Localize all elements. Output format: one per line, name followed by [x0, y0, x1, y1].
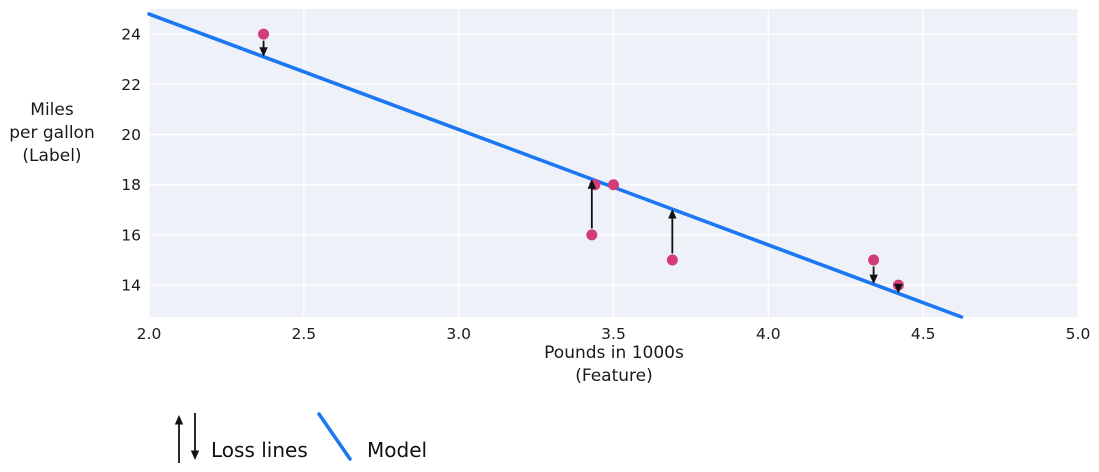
loss-arrow-head: [259, 47, 268, 57]
y-tick-label: 14: [121, 277, 141, 295]
y-axis-label-line: (Label): [22, 146, 82, 166]
x-tick-label: 3.0: [446, 325, 471, 343]
x-tick-label: 4.0: [756, 325, 781, 343]
x-tick-label: 3.5: [601, 325, 626, 343]
loss-arrow-head: [587, 179, 597, 189]
x-axis-label: Pounds in 1000s (Feature): [463, 342, 765, 388]
loss-arrow-head: [894, 283, 903, 294]
data-point: [258, 28, 270, 40]
data-point: [586, 229, 598, 241]
legend-model-label: Model: [367, 438, 428, 462]
y-axis-label: Miles per gallon (Label): [0, 99, 104, 168]
model-line: [147, 12, 964, 319]
x-tick-label: 2.5: [292, 325, 317, 343]
data-point: [608, 179, 619, 191]
y-tick-label: 18: [121, 176, 141, 194]
x-tick-label: 2.0: [137, 325, 162, 343]
y-axis-label-line: per gallon: [9, 123, 95, 143]
y-axis-label-line: Miles: [30, 100, 74, 120]
legend-loss-down-arrow-icon-head: [190, 450, 200, 460]
x-tick-label: 4.5: [911, 325, 936, 343]
y-tick-label: 20: [121, 126, 141, 144]
y-tick-label: 24: [121, 26, 141, 44]
data-point: [666, 254, 678, 266]
y-tick-label: 22: [121, 76, 141, 94]
loss-arrow-head: [668, 209, 677, 219]
loss-arrow-head: [869, 274, 878, 285]
legend-loss-label: Loss lines: [211, 438, 308, 462]
x-axis-label-line: (Feature): [575, 366, 653, 386]
y-tick-label: 16: [121, 226, 141, 244]
legend-model-line-icon: [317, 412, 352, 461]
x-axis-label-line: Pounds in 1000s: [544, 343, 684, 363]
legend-loss-up-arrow-icon-head: [174, 415, 184, 425]
data-point: [868, 254, 880, 266]
x-tick-label: 5.0: [1066, 325, 1091, 343]
